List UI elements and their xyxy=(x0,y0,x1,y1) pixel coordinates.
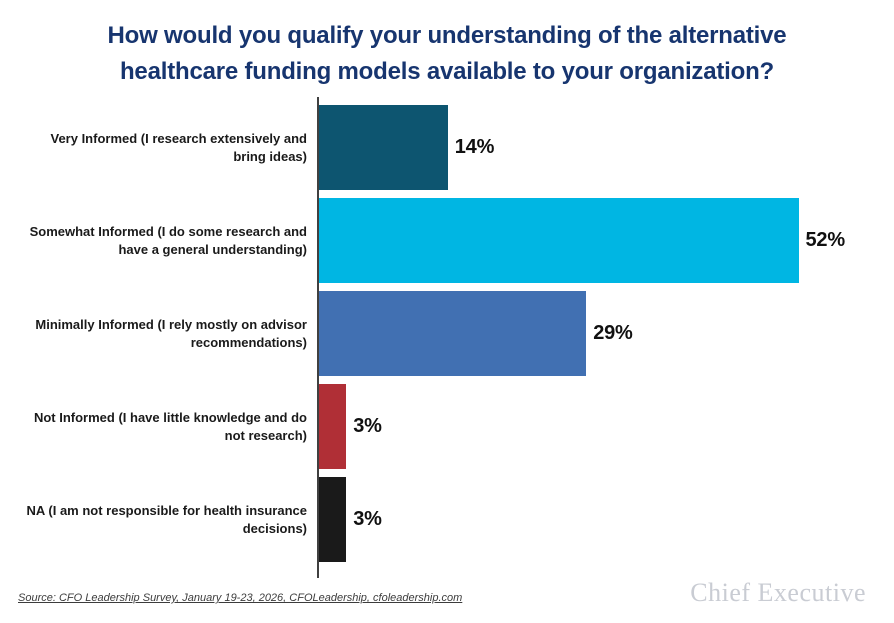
category-label-text: NA (I am not responsible for health insu… xyxy=(26,502,307,536)
chart-row: Somewhat Informed (I do some research an… xyxy=(0,198,894,283)
category-label-text: Minimally Informed (I rely mostly on adv… xyxy=(35,316,307,350)
chart-row: Very Informed (I research extensively an… xyxy=(0,105,894,190)
value-label: 3% xyxy=(353,415,382,437)
source-link[interactable]: Source: CFO Leadership Survey, January 1… xyxy=(18,592,463,604)
y-axis-line xyxy=(317,97,319,578)
category-label-text: Not Informed (I have little knowledge an… xyxy=(33,409,307,443)
bar-3 xyxy=(318,291,587,376)
value-label: 52% xyxy=(805,229,846,251)
category-label: Somewhat Informed (I do some research an… xyxy=(18,198,307,283)
bar-2 xyxy=(318,198,799,283)
category-label: Not Informed (I have little knowledge an… xyxy=(18,384,307,469)
chart-row: Not Informed (I have little knowledge an… xyxy=(0,384,894,469)
bar-5 xyxy=(318,477,347,562)
bar-4 xyxy=(318,384,347,469)
value-label: 3% xyxy=(353,508,382,530)
category-label: Very Informed (I research extensively an… xyxy=(18,105,307,190)
category-label-text: Somewhat Informed (I do some research an… xyxy=(29,223,307,257)
value-label: 29% xyxy=(593,322,633,344)
category-label: Minimally Informed (I rely mostly on adv… xyxy=(18,291,307,376)
chart-title: How would you qualify your understanding… xyxy=(107,22,787,85)
category-label-text: Very Informed (I research extensively an… xyxy=(50,130,307,164)
category-label: NA (I am not responsible for health insu… xyxy=(18,477,307,562)
bar-1 xyxy=(318,105,448,190)
value-label: 14% xyxy=(454,136,495,158)
bar-chart: Very Informed (I research extensively an… xyxy=(0,97,894,578)
chart-row: Minimally Informed (I rely mostly on adv… xyxy=(0,291,894,376)
chart-row: NA (I am not responsible for health insu… xyxy=(0,477,894,562)
chief-executive-logo: Chief Executive xyxy=(690,578,866,607)
